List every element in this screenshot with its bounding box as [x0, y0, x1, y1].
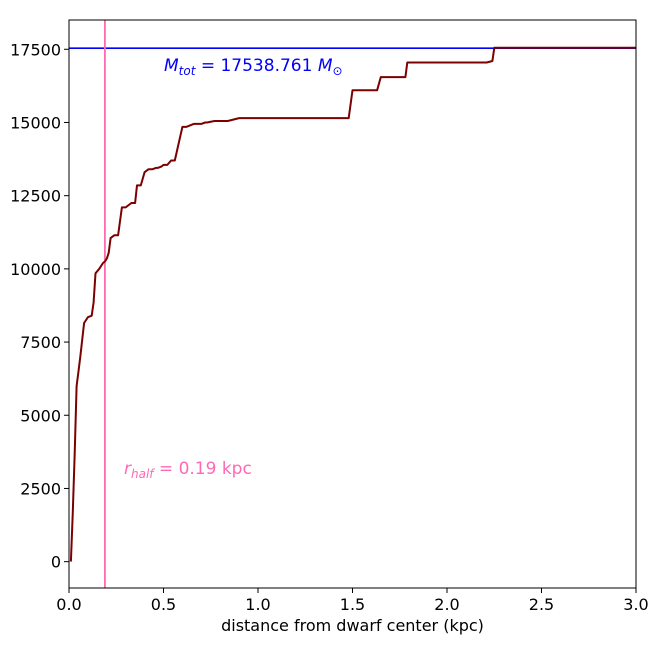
- y-tick-label: 15000: [10, 113, 61, 132]
- y-tick-label: 0: [51, 553, 61, 572]
- y-tick-label: 2500: [20, 479, 61, 498]
- x-tick-label: 0.5: [151, 595, 176, 614]
- y-tick-label: 7500: [20, 333, 61, 352]
- mtot-annotation: Mtot = 17538.761 M⊙: [164, 56, 343, 78]
- y-tick-label: 12500: [10, 187, 61, 206]
- mtot-unit-symbol: M: [318, 56, 333, 76]
- x-tick-label: 2.0: [434, 595, 459, 614]
- x-tick-label: 1.0: [245, 595, 270, 614]
- rhalf-annotation: rhalf = 0.19 kpc: [124, 459, 252, 481]
- rhalf-value: = 0.19 kpc: [154, 459, 252, 479]
- x-tick-label: 0.0: [56, 595, 81, 614]
- x-tick-label: 3.0: [623, 595, 648, 614]
- x-axis-label: distance from dwarf center (kpc): [221, 616, 484, 635]
- y-axis: 0 2500 5000 7500 10000 12500 15000 17500: [10, 40, 69, 572]
- x-tick-label: 2.5: [529, 595, 554, 614]
- mtot-value: = 17538.761: [195, 56, 317, 76]
- mtot-symbol: M: [164, 56, 179, 76]
- mtot-unit-subscript: ⊙: [333, 64, 343, 78]
- rhalf-subscript: half: [131, 467, 155, 481]
- x-tick-label: 1.5: [340, 595, 365, 614]
- series-layer: [69, 46, 636, 562]
- rhalf-symbol: r: [124, 459, 132, 479]
- y-tick-label: 17500: [10, 40, 61, 59]
- cumulative-mass-line: [69, 46, 636, 562]
- y-tick-label: 5000: [20, 406, 61, 425]
- x-axis: 0.0 0.5 1.0 1.5 2.0 2.5 3.0: [56, 588, 648, 614]
- mtot-subscript: tot: [179, 64, 197, 78]
- y-tick-label: 10000: [10, 260, 61, 279]
